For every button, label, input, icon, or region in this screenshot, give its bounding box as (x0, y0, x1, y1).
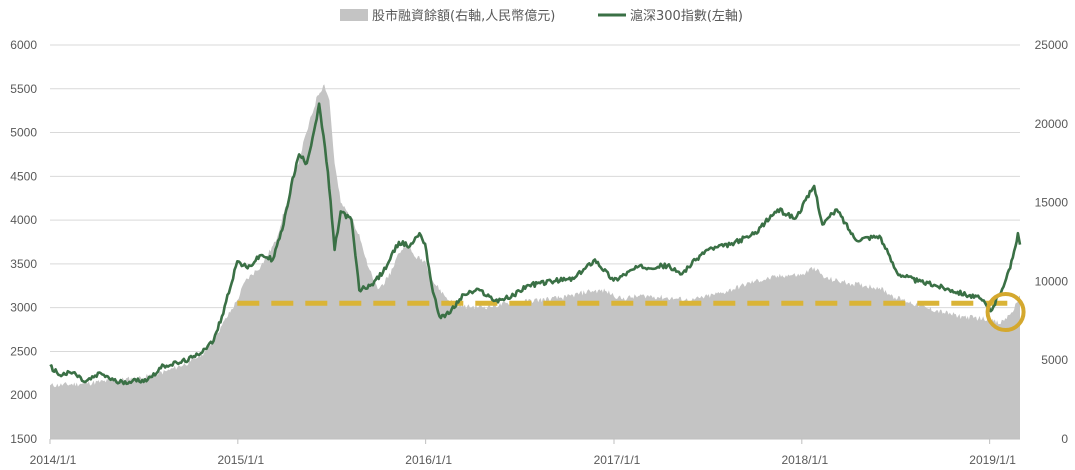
x-tick-label: 2014/1/1 (30, 453, 77, 467)
margin-balance-area (50, 84, 1020, 440)
legend-swatch-margin (340, 9, 368, 21)
x-tick-label: 2015/1/1 (217, 453, 264, 467)
y-left-tick-label: 2000 (10, 388, 37, 402)
csi300-line (49, 102, 1022, 386)
y-left-tick-label: 4000 (10, 213, 37, 227)
y-left-tick-label: 5000 (10, 126, 37, 140)
y-right-tick-label: 0 (1061, 432, 1068, 446)
index-line (49, 102, 1022, 386)
y-left-tick-label: 1500 (10, 432, 37, 446)
legend: 股市融資餘額(右軸,人民幣億元) 滬深300指數(左軸) (340, 8, 743, 24)
y-right-tick-labels: 0 5000 10000 15000 20000 25000 (1035, 38, 1069, 446)
y-right-tick-label: 15000 (1035, 196, 1069, 210)
legend-label-margin: 股市融資餘額(右軸,人民幣億元) (372, 8, 555, 24)
y-right-tick-label: 20000 (1035, 117, 1069, 131)
y-left-tick-label: 5500 (10, 82, 37, 96)
y-right-tick-label: 5000 (1041, 353, 1068, 367)
y-left-tick-labels: 1500 2000 2500 3000 3500 4000 4500 5000 5500 6000 (10, 38, 37, 446)
x-tick-label: 2018/1/1 (781, 453, 828, 467)
y-left-tick-label: 2500 (10, 344, 37, 358)
y-left-tick-label: 3500 (10, 257, 37, 271)
legend-label-index: 滬深300指數(左軸) (630, 8, 743, 24)
y-left-tick-label: 3000 (10, 301, 37, 315)
x-tick-labels: 2014/1/1 2015/1/1 2016/1/1 2017/1/1 2018/1/1… (30, 453, 1017, 467)
y-right-tick-label: 10000 (1035, 274, 1069, 288)
y-left-tick-label: 6000 (10, 38, 37, 52)
margin-area (50, 84, 1020, 440)
highlight-ring (985, 292, 1026, 333)
x-tick-label: 2016/1/1 (405, 453, 452, 467)
highlight-circle (985, 292, 1026, 333)
y-left-tick-label: 4500 (10, 169, 37, 183)
y-right-tick-label: 25000 (1035, 38, 1069, 52)
x-tick-label: 2017/1/1 (594, 453, 641, 467)
x-tick-label: 2019/1/1 (969, 453, 1016, 467)
axes (49, 438, 1020, 444)
